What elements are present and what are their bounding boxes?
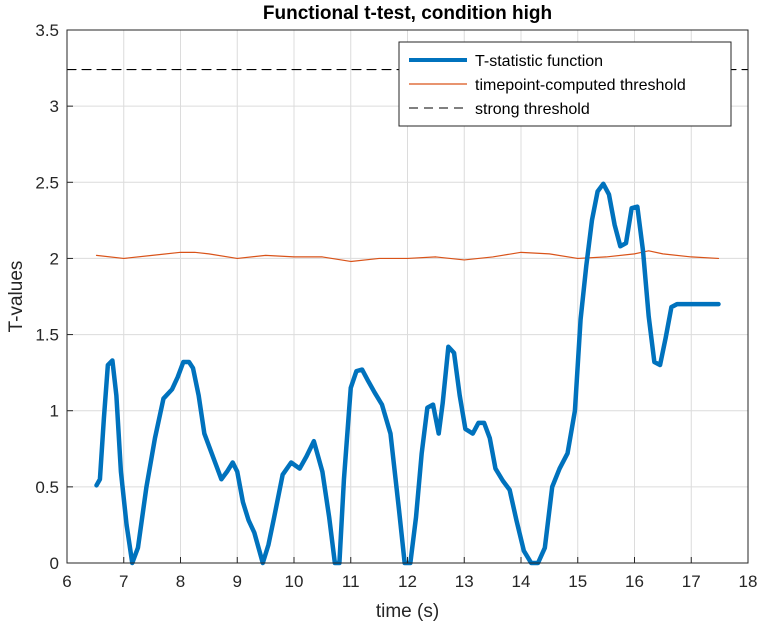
x-tick-label: 14 (512, 572, 531, 591)
x-tick-label: 6 (62, 572, 71, 591)
x-tick-label: 15 (568, 572, 587, 591)
y-tick-label: 3 (50, 97, 59, 116)
series-line-timepoint-computed-threshold (95, 250, 720, 263)
y-tick-label: 0.5 (35, 478, 59, 497)
y-tick-label: 3.5 (35, 21, 59, 40)
x-tick-label: 18 (739, 572, 758, 591)
x-tick-label: 12 (398, 572, 417, 591)
x-tick-label: 10 (285, 572, 304, 591)
x-tick-label: 16 (625, 572, 644, 591)
x-tick-label: 13 (455, 572, 474, 591)
x-tick-label: 7 (119, 572, 128, 591)
x-tick-label: 17 (682, 572, 701, 591)
y-tick-label: 2 (50, 249, 59, 268)
x-tick-label: 9 (233, 572, 242, 591)
x-tick-label: 11 (342, 572, 360, 591)
legend-label: T-statistic function (475, 53, 603, 70)
legend: T-statistic function timepoint-computed t… (398, 41, 732, 127)
y-tick-label: 1 (50, 402, 59, 421)
y-tick-label: 1.5 (35, 326, 59, 345)
legend-label: strong threshold (475, 101, 590, 118)
y-tick-label: 0 (50, 554, 59, 573)
legend-label: timepoint-computed threshold (475, 77, 686, 94)
y-axis-label: T-values (6, 261, 27, 333)
y-tick-label: 2.5 (35, 173, 59, 192)
x-axis-label: time (s) (376, 601, 439, 622)
ticks: 6 7 8 9 10 11 12 13 14 15 16 17 18 0 0.5 1 1.5 2 2.5 3 3.5 (35, 21, 757, 591)
x-tick-label: 8 (176, 572, 185, 591)
chart-title: Functional t-test, condition high (263, 3, 552, 24)
